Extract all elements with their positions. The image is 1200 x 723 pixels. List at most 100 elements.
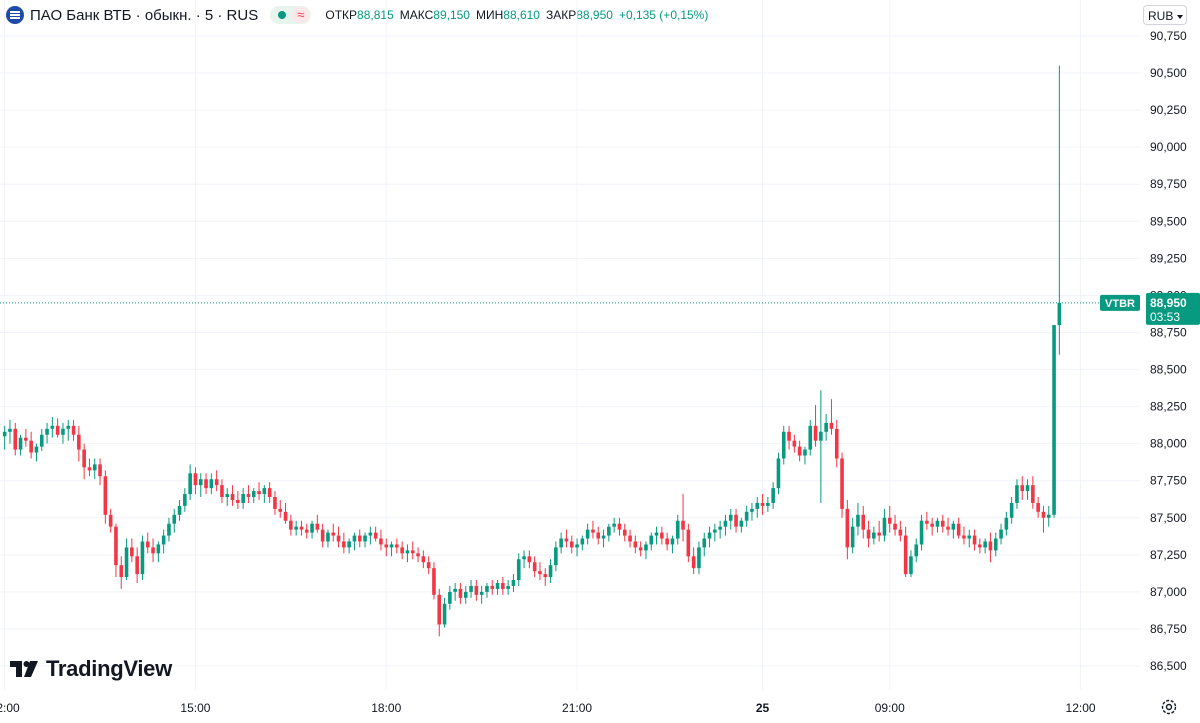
- candle-body: [988, 541, 993, 551]
- candle-body: [108, 514, 113, 527]
- candle: [591, 520, 595, 539]
- candle: [426, 556, 431, 575]
- candle: [140, 535, 145, 581]
- candle-body: [660, 532, 664, 539]
- candle: [130, 538, 134, 563]
- candle-body: [151, 547, 155, 554]
- candle-body: [400, 547, 404, 554]
- candle: [236, 491, 240, 509]
- candle: [98, 458, 102, 486]
- candle: [495, 580, 500, 595]
- market-status-indicator[interactable]: ≈: [270, 6, 312, 24]
- candle: [39, 428, 44, 452]
- candle: [29, 431, 33, 459]
- candle-body: [273, 497, 277, 509]
- candle-body: [516, 559, 521, 581]
- candle-body: [193, 473, 198, 486]
- candle-body: [167, 523, 171, 536]
- candle-body: [713, 529, 717, 533]
- candle-body: [357, 535, 362, 542]
- candle-body: [39, 434, 44, 447]
- candle-body: [628, 535, 632, 542]
- candle-body: [485, 585, 489, 592]
- bar-countdown-label: 03:53: [1150, 310, 1180, 324]
- candle: [506, 580, 510, 595]
- candle: [61, 422, 65, 444]
- candle-body: [877, 532, 881, 536]
- candle-body: [940, 520, 945, 527]
- symbol-title[interactable]: ПАО Банк ВТБ · обыкн. · 5 · RUS: [30, 6, 259, 24]
- candle: [755, 497, 760, 518]
- candle: [8, 419, 12, 444]
- candle: [209, 473, 214, 495]
- open-value: 88,815: [357, 8, 394, 22]
- candle: [103, 470, 108, 524]
- candle-body: [140, 541, 145, 575]
- candle-body: [559, 538, 563, 548]
- candle: [304, 523, 309, 539]
- candle-body: [829, 422, 834, 429]
- candle: [410, 541, 415, 560]
- candle-body: [893, 523, 897, 530]
- candle-body: [384, 544, 389, 548]
- candle-body: [675, 520, 680, 539]
- candle: [824, 414, 828, 441]
- currency-selector[interactable]: RUB: [1143, 5, 1187, 25]
- candle: [421, 550, 426, 569]
- candle-body: [209, 479, 214, 489]
- candle: [262, 485, 267, 503]
- candle-body: [644, 544, 648, 551]
- candle: [511, 574, 516, 592]
- candle: [379, 529, 383, 551]
- candle: [771, 482, 775, 509]
- candle: [214, 470, 219, 492]
- tradingview-logo[interactable]: TradingView: [10, 656, 172, 682]
- candle-body: [914, 544, 919, 557]
- candle: [384, 538, 389, 557]
- candle: [278, 499, 283, 518]
- candle-body: [792, 440, 797, 447]
- candle-body: [342, 541, 346, 548]
- candle: [363, 532, 367, 548]
- candle: [257, 482, 261, 500]
- candle-body: [310, 523, 314, 533]
- candle: [946, 517, 950, 536]
- candle-body: [267, 488, 272, 498]
- candle-body: [289, 520, 293, 530]
- candle-body: [119, 565, 124, 578]
- candle: [728, 508, 733, 530]
- candle-body: [92, 464, 97, 471]
- candle: [887, 505, 892, 533]
- candle-body: [824, 422, 828, 432]
- candle-body: [188, 473, 192, 495]
- candle: [389, 541, 394, 557]
- candle-body: [1025, 485, 1030, 492]
- candle-body: [336, 535, 341, 542]
- candle-body: [856, 514, 860, 527]
- candle: [469, 580, 473, 598]
- candle: [575, 538, 579, 557]
- gear-icon[interactable]: [1160, 698, 1178, 716]
- candle: [198, 473, 203, 498]
- candle-body: [1009, 502, 1014, 518]
- candle: [66, 419, 71, 441]
- candle: [453, 582, 457, 601]
- candle: [781, 425, 786, 465]
- candle: [294, 520, 298, 536]
- candle: [145, 532, 150, 554]
- market-open-dot-icon: [278, 11, 287, 19]
- candle-body: [697, 547, 701, 569]
- candle-body: [564, 538, 569, 542]
- y-tick-label: 86,500: [1150, 659, 1187, 673]
- candle: [956, 517, 961, 539]
- candle: [82, 443, 86, 480]
- candle: [331, 523, 336, 542]
- candle: [739, 517, 744, 533]
- low-label: МИН: [475, 8, 504, 22]
- candle: [1031, 476, 1035, 509]
- candle-body: [776, 458, 781, 489]
- candle: [993, 532, 998, 557]
- candle-body: [797, 446, 802, 456]
- candle-body: [622, 529, 627, 536]
